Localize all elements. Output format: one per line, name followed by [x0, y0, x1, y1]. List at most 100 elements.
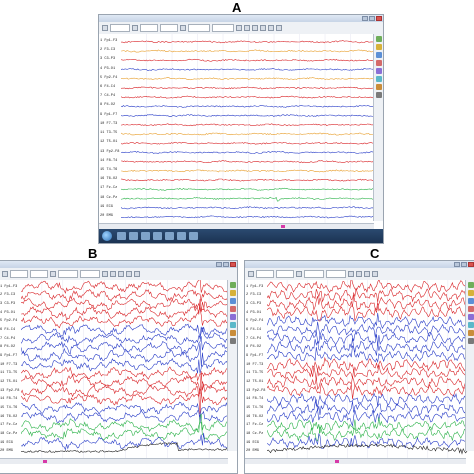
- eeg-trace-20: [21, 442, 230, 453]
- toolbar-field[interactable]: [80, 270, 100, 278]
- taskbar-app-icon[interactable]: [129, 232, 138, 240]
- toolbar-field[interactable]: [10, 270, 28, 278]
- toolbar-field[interactable]: [140, 24, 158, 32]
- eeg-trace-8: [267, 337, 468, 356]
- toolbar-button[interactable]: [102, 271, 108, 277]
- side-tool-icon[interactable]: [467, 282, 474, 288]
- side-tool-icon[interactable]: [467, 306, 474, 312]
- toolbar-button[interactable]: [236, 25, 242, 31]
- close-icon[interactable]: [376, 16, 382, 21]
- toolbar-button[interactable]: [134, 271, 140, 277]
- side-tool-icon[interactable]: [467, 314, 474, 320]
- eeg-trace-6: [21, 323, 230, 339]
- toolbar-field[interactable]: [256, 270, 274, 278]
- toolbar-button[interactable]: [118, 271, 124, 277]
- eeg-plot-area: 1 Fp1-F3 2 F3-C3 3 C3-P3 4 P3-O1 5 Fp2-F4 6 F…: [245, 280, 468, 458]
- maximize-icon[interactable]: [223, 262, 229, 267]
- toolbar-button[interactable]: [268, 25, 274, 31]
- eeg-trace-14: [267, 392, 468, 407]
- taskbar-app-icon[interactable]: [165, 232, 174, 240]
- eeg-trace-7: [267, 331, 468, 346]
- toolbar-button[interactable]: [132, 25, 138, 31]
- side-tool-icon[interactable]: [467, 298, 474, 304]
- toolbar-field[interactable]: [188, 24, 210, 32]
- toolbar-button[interactable]: [356, 271, 362, 277]
- toolbar-button[interactable]: [364, 271, 370, 277]
- toolbar-field[interactable]: [110, 24, 130, 32]
- taskbar-app-icon[interactable]: [153, 232, 162, 240]
- side-tool-icon[interactable]: [467, 338, 474, 344]
- side-tool-icon[interactable]: [467, 330, 474, 336]
- side-tool-icon[interactable]: [229, 290, 236, 296]
- taskbar-app-icon[interactable]: [189, 232, 198, 240]
- side-tool-icon[interactable]: [229, 306, 236, 312]
- eeg-trace-3: [21, 297, 230, 315]
- toolbar-button[interactable]: [252, 25, 258, 31]
- toolbar-field[interactable]: [58, 270, 78, 278]
- side-tool-icon[interactable]: [229, 314, 236, 320]
- toolbar-button[interactable]: [260, 25, 266, 31]
- channel-label-column: 1 Fp1-F3 2 F3-C3 3 C3-P3 4 P3-O1 5 Fp2-F4 6 F…: [99, 34, 121, 223]
- toolbar-button[interactable]: [102, 25, 108, 31]
- side-tool-icon[interactable]: [229, 282, 236, 288]
- channel-label: 7 C4-P4: [0, 336, 16, 341]
- side-tool-icon[interactable]: [229, 338, 236, 344]
- side-tool-icon[interactable]: [467, 322, 474, 328]
- eeg-traces: [267, 280, 468, 458]
- maximize-icon[interactable]: [369, 16, 375, 21]
- start-button-icon[interactable]: [102, 231, 112, 241]
- eeg-trace-10: [267, 356, 468, 373]
- toolbar-button[interactable]: [2, 271, 8, 277]
- side-tool-icon[interactable]: [375, 60, 382, 66]
- side-tool-icon[interactable]: [375, 76, 382, 82]
- toolbar-button[interactable]: [244, 25, 250, 31]
- time-scrollbar[interactable]: [0, 458, 228, 464]
- time-scrollbar[interactable]: [245, 458, 466, 464]
- toolbar-button[interactable]: [372, 271, 378, 277]
- toolbar-field[interactable]: [326, 270, 346, 278]
- channel-label: 10 F7-T3: [100, 121, 118, 126]
- toolbar-field[interactable]: [304, 270, 324, 278]
- minimize-icon[interactable]: [216, 262, 222, 267]
- channel-label: 3 C3-P3: [0, 301, 16, 306]
- side-tool-icon[interactable]: [375, 36, 382, 42]
- toolbar-button[interactable]: [110, 271, 116, 277]
- toolbar-button[interactable]: [126, 271, 132, 277]
- side-tool-icon[interactable]: [229, 330, 236, 336]
- scroll-marker[interactable]: [335, 460, 339, 463]
- side-tool-icon[interactable]: [375, 68, 382, 74]
- eeg-trace-16: [121, 178, 376, 182]
- side-tool-icon[interactable]: [375, 92, 382, 98]
- channel-label: 2 F3-C3: [0, 293, 16, 298]
- toolbar-field[interactable]: [212, 24, 234, 32]
- toolbar-button[interactable]: [248, 271, 254, 277]
- scroll-marker[interactable]: [281, 225, 285, 228]
- taskbar-app-icon[interactable]: [117, 232, 126, 240]
- toolbar-button[interactable]: [50, 271, 56, 277]
- side-tool-icon[interactable]: [375, 52, 382, 58]
- side-tool-icon[interactable]: [229, 298, 236, 304]
- toolbar-button[interactable]: [180, 25, 186, 31]
- channel-label: 17 Fz-Cz: [100, 186, 118, 191]
- taskbar-app-icon[interactable]: [141, 232, 150, 240]
- side-tool-icon[interactable]: [229, 322, 236, 328]
- toolbar-button[interactable]: [348, 271, 354, 277]
- toolbar-field[interactable]: [30, 270, 48, 278]
- eeg-trace-17: [121, 187, 376, 191]
- panel-label-b: B: [88, 246, 98, 261]
- minimize-icon[interactable]: [454, 262, 460, 267]
- close-icon[interactable]: [468, 262, 474, 267]
- minimize-icon[interactable]: [362, 16, 368, 21]
- toolbar-field[interactable]: [160, 24, 178, 32]
- side-tool-icon[interactable]: [467, 290, 474, 296]
- toolbar-button[interactable]: [276, 25, 282, 31]
- scroll-marker[interactable]: [43, 460, 47, 463]
- side-tool-icon[interactable]: [375, 84, 382, 90]
- toolbar-field[interactable]: [276, 270, 294, 278]
- side-tool-icon[interactable]: [375, 44, 382, 50]
- time-scrollbar[interactable]: [99, 223, 374, 229]
- close-icon[interactable]: [230, 262, 236, 267]
- taskbar-app-icon[interactable]: [177, 232, 186, 240]
- toolbar-button[interactable]: [296, 271, 302, 277]
- maximize-icon[interactable]: [461, 262, 467, 267]
